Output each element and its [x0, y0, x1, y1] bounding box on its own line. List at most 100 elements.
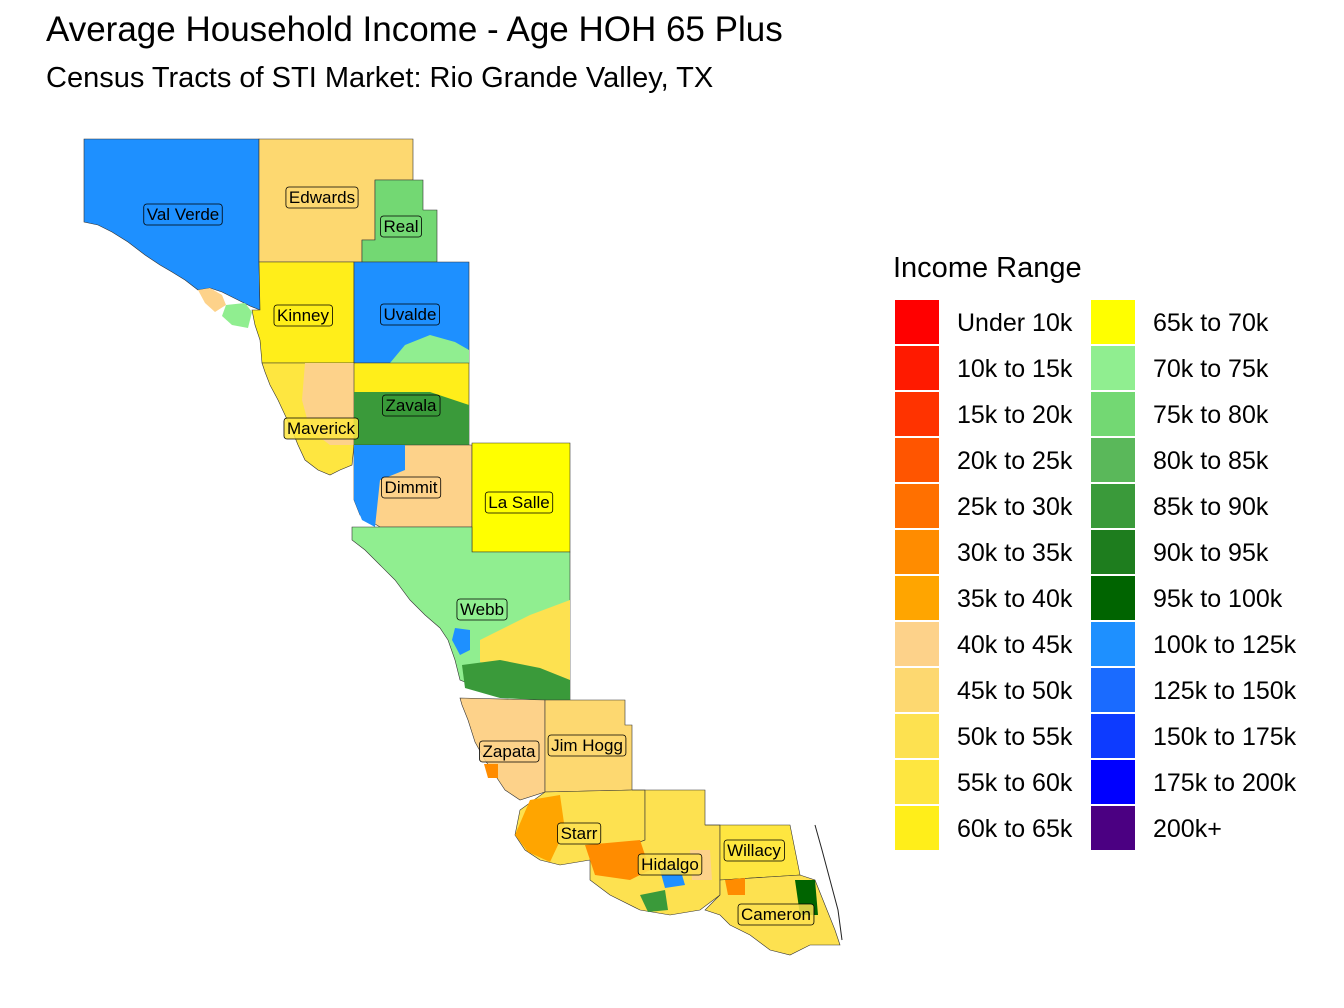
legend-swatch	[1091, 530, 1135, 576]
legend-item: 35k to 40k	[895, 576, 1072, 622]
legend-label: 65k to 70k	[1153, 308, 1269, 337]
svg-text:Zapata: Zapata	[483, 742, 536, 761]
county-map: Val Verde Edwards Real Kinney Uvalde Zavala Ma…	[83, 138, 843, 956]
legend-item: 90k to 95k	[1091, 530, 1268, 576]
legend-swatch	[895, 346, 939, 392]
county-label-webb: Webb	[456, 598, 508, 621]
county-label-hidalgo: Hidalgo	[637, 853, 703, 876]
legend-item: 150k to 175k	[1091, 714, 1296, 760]
legend-label: 50k to 55k	[957, 722, 1073, 751]
county-label-kinney: Kinney	[273, 304, 333, 327]
legend-item: 40k to 45k	[895, 622, 1072, 668]
legend-label: 30k to 35k	[957, 538, 1073, 567]
legend-item: 15k to 20k	[895, 392, 1072, 438]
legend-item: 175k to 200k	[1091, 760, 1296, 806]
legend-label: 60k to 65k	[957, 814, 1073, 843]
legend-label: 150k to 175k	[1153, 722, 1297, 751]
county-label-maverick: Maverick	[283, 417, 359, 440]
legend-swatch	[895, 714, 939, 760]
legend-item: 50k to 55k	[895, 714, 1072, 760]
legend-item: 80k to 85k	[1091, 438, 1268, 484]
legend-swatch	[895, 576, 939, 622]
legend-item: 30k to 35k	[895, 530, 1072, 576]
svg-text:Kinney: Kinney	[277, 306, 329, 325]
legend-label: 95k to 100k	[1153, 584, 1283, 613]
legend-label: 10k to 15k	[957, 354, 1073, 383]
legend-label: 85k to 90k	[1153, 492, 1269, 521]
legend-swatch	[1091, 622, 1135, 668]
legend-swatch	[895, 484, 939, 530]
svg-text:Real: Real	[384, 217, 419, 236]
svg-text:Maverick: Maverick	[287, 419, 356, 438]
legend-label: 20k to 25k	[957, 446, 1073, 475]
chart-subtitle: Census Tracts of STI Market: Rio Grande …	[46, 62, 714, 94]
county-label-la-salle: La Salle	[484, 491, 554, 514]
legend-swatch	[1091, 806, 1135, 852]
legend-item: 25k to 30k	[895, 484, 1072, 530]
svg-text:Dimmit: Dimmit	[385, 478, 438, 497]
legend-swatch	[1091, 668, 1135, 714]
chart-title: Average Household Income - Age HOH 65 Pl…	[46, 10, 783, 49]
legend-item: 200k+	[1091, 806, 1222, 852]
county-label-zapata: Zapata	[479, 740, 540, 763]
legend-label: 35k to 40k	[957, 584, 1073, 613]
legend-swatch	[1091, 484, 1135, 530]
legend-item: 100k to 125k	[1091, 622, 1296, 668]
legend-item: 125k to 150k	[1091, 668, 1296, 714]
legend-swatch	[1091, 760, 1135, 806]
legend-item: 55k to 60k	[895, 760, 1072, 806]
county-label-val-verde: Val Verde	[143, 203, 223, 226]
svg-text:La Salle: La Salle	[488, 493, 549, 512]
legend-label: 100k to 125k	[1153, 630, 1297, 659]
county-hidalgo	[585, 789, 721, 916]
county-label-jim-hogg: Jim Hogg	[547, 734, 627, 757]
legend-label: 45k to 50k	[957, 676, 1073, 705]
legend-item: 60k to 65k	[895, 806, 1072, 852]
legend-swatch	[895, 392, 939, 438]
legend-title: Income Range	[893, 252, 1082, 284]
legend-item: 45k to 50k	[895, 668, 1072, 714]
svg-text:Cameron: Cameron	[741, 905, 811, 924]
legend-swatch	[1091, 714, 1135, 760]
legend-swatch	[1091, 576, 1135, 622]
svg-text:Uvalde: Uvalde	[384, 305, 437, 324]
county-label-willacy: Willacy	[723, 839, 785, 862]
svg-text:Starr: Starr	[561, 824, 598, 843]
legend-item: 75k to 80k	[1091, 392, 1268, 438]
county-label-cameron: Cameron	[737, 903, 815, 926]
legend-label: 25k to 30k	[957, 492, 1073, 521]
legend-label: 70k to 75k	[1153, 354, 1269, 383]
legend-item: 95k to 100k	[1091, 576, 1282, 622]
legend-label: 90k to 95k	[1153, 538, 1269, 567]
svg-text:Jim Hogg: Jim Hogg	[551, 736, 623, 755]
legend-swatch	[1091, 346, 1135, 392]
svg-text:Hidalgo: Hidalgo	[641, 855, 699, 874]
legend-swatch	[895, 622, 939, 668]
svg-text:Zavala: Zavala	[385, 396, 437, 415]
county-val-verde	[83, 138, 261, 328]
county-label-starr: Starr	[557, 822, 602, 845]
county-label-uvalde: Uvalde	[380, 303, 440, 326]
county-label-real: Real	[380, 215, 422, 238]
county-label-edwards: Edwards	[285, 186, 359, 209]
legend-item: 10k to 15k	[895, 346, 1072, 392]
legend-label: 125k to 150k	[1153, 676, 1297, 705]
legend-label: Under 10k	[957, 308, 1073, 337]
legend-swatch	[895, 806, 939, 852]
county-label-dimmit: Dimmit	[381, 476, 442, 499]
legend-label: 80k to 85k	[1153, 446, 1269, 475]
svg-text:Willacy: Willacy	[727, 841, 781, 860]
legend-swatch	[1091, 438, 1135, 484]
legend-item: 70k to 75k	[1091, 346, 1268, 392]
legend-item: 20k to 25k	[895, 438, 1072, 484]
legend-item: 85k to 90k	[1091, 484, 1268, 530]
legend-label: 75k to 80k	[1153, 400, 1269, 429]
legend-swatch	[895, 530, 939, 576]
legend-label: 175k to 200k	[1153, 768, 1297, 797]
legend-label: 15k to 20k	[957, 400, 1073, 429]
legend-swatch	[895, 760, 939, 806]
svg-text:Val Verde: Val Verde	[147, 205, 219, 224]
legend-swatch	[1091, 300, 1135, 346]
legend-label: 55k to 60k	[957, 768, 1073, 797]
svg-text:Webb: Webb	[460, 600, 504, 619]
